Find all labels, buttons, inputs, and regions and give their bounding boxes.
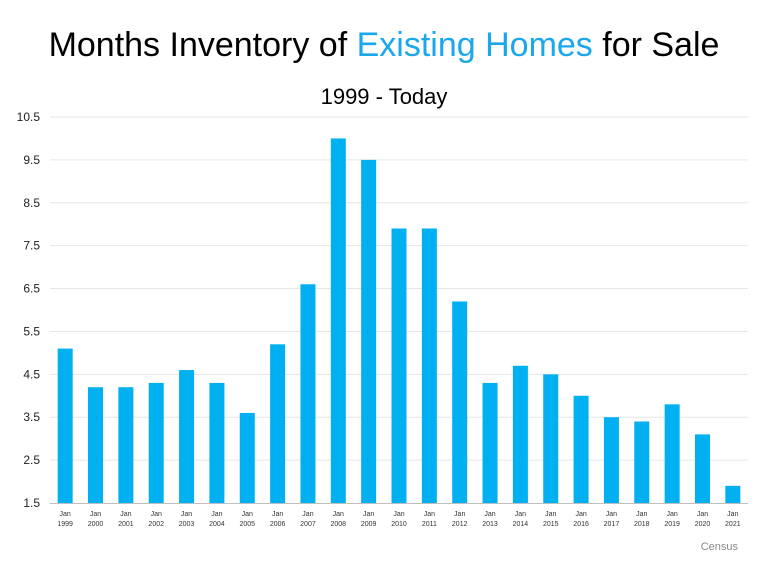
- bar: [270, 344, 286, 503]
- bar: [209, 382, 225, 503]
- x-tick-label: Jan 2015: [543, 511, 559, 528]
- y-tick-label: 6.5: [23, 282, 40, 296]
- chart-title-suffix: for Sale: [592, 26, 720, 64]
- y-axis: 1.5 2.5 3.5 4.5 5.5 6.5 7.5 8.5 9.5 10.5: [17, 110, 41, 510]
- x-tick-label: Jan 2012: [452, 511, 468, 528]
- x-tick-label: Jan 2003: [179, 511, 195, 528]
- bar: [603, 417, 619, 503]
- x-tick-label: Jan 2005: [239, 511, 255, 528]
- x-tick-label: Jan 2021: [725, 511, 741, 528]
- x-tick-label: Jan 2004: [209, 511, 225, 528]
- y-tick-label: 7.5: [23, 239, 40, 253]
- bar: [482, 382, 498, 503]
- x-tick-label: Jan 2008: [331, 511, 347, 528]
- bars: [57, 138, 741, 503]
- bar: [634, 421, 650, 503]
- chart-subtitle: 1999 - Today: [320, 84, 448, 109]
- y-tick-label: 5.5: [23, 324, 40, 338]
- bar: [452, 301, 468, 503]
- x-tick-label: Jan 2010: [391, 511, 407, 528]
- bar: [664, 404, 680, 503]
- bar: [421, 228, 437, 503]
- y-tick-label: 1.5: [23, 496, 40, 510]
- x-tick-label: Jan 2006: [270, 511, 286, 528]
- bar: [57, 348, 73, 503]
- chart-title: Months Inventory of Existing Homes for S…: [0, 26, 768, 65]
- bar: [573, 395, 589, 503]
- y-tick-label: 3.5: [23, 410, 40, 424]
- x-tick-label: Jan 2017: [604, 511, 620, 528]
- bar: [118, 387, 134, 503]
- y-tick-label: 10.5: [17, 110, 41, 124]
- x-tick-label: Jan 2013: [482, 511, 498, 528]
- x-tick-label: Jan 1999: [57, 511, 73, 528]
- y-tick-label: 4.5: [23, 367, 40, 381]
- source-label: Census: [700, 541, 738, 553]
- bar: [179, 370, 195, 503]
- x-tick-label: Jan 2018: [634, 511, 650, 528]
- bar: [239, 412, 255, 503]
- x-tick-label: Jan 2014: [513, 511, 529, 528]
- chart-title-highlight: Existing Homes: [356, 26, 593, 64]
- bar: [361, 159, 377, 503]
- x-tick-label: Jan 2000: [88, 511, 104, 528]
- bar: [391, 228, 407, 503]
- x-tick-label: Jan 2016: [573, 511, 589, 528]
- x-tick-label: Jan 2007: [300, 511, 316, 528]
- bar: [512, 365, 528, 503]
- chart-title-prefix: Months Inventory of: [48, 26, 357, 64]
- bar: [88, 387, 104, 503]
- y-tick-label: 8.5: [23, 196, 40, 210]
- x-axis: Jan 1999 Jan 2000 Jan 2001 Jan 2002 Jan 2003 Jan 20…: [50, 503, 748, 528]
- x-tick-label: Jan 2020: [695, 511, 711, 528]
- y-tick-label: 9.5: [23, 153, 40, 167]
- bar: [725, 485, 741, 503]
- bar: [330, 138, 346, 503]
- y-tick-label: 2.5: [23, 453, 40, 467]
- x-tick-label: Jan 2009: [361, 511, 377, 528]
- bar: [543, 374, 559, 503]
- bar: [148, 382, 164, 503]
- x-tick-label: Jan 2019: [664, 511, 680, 528]
- x-tick-label: Jan 2011: [422, 511, 437, 528]
- x-tick-label: Jan 2002: [148, 511, 164, 528]
- x-tick-label: Jan 2001: [118, 511, 134, 528]
- bar: [300, 284, 316, 503]
- bar: [694, 434, 710, 503]
